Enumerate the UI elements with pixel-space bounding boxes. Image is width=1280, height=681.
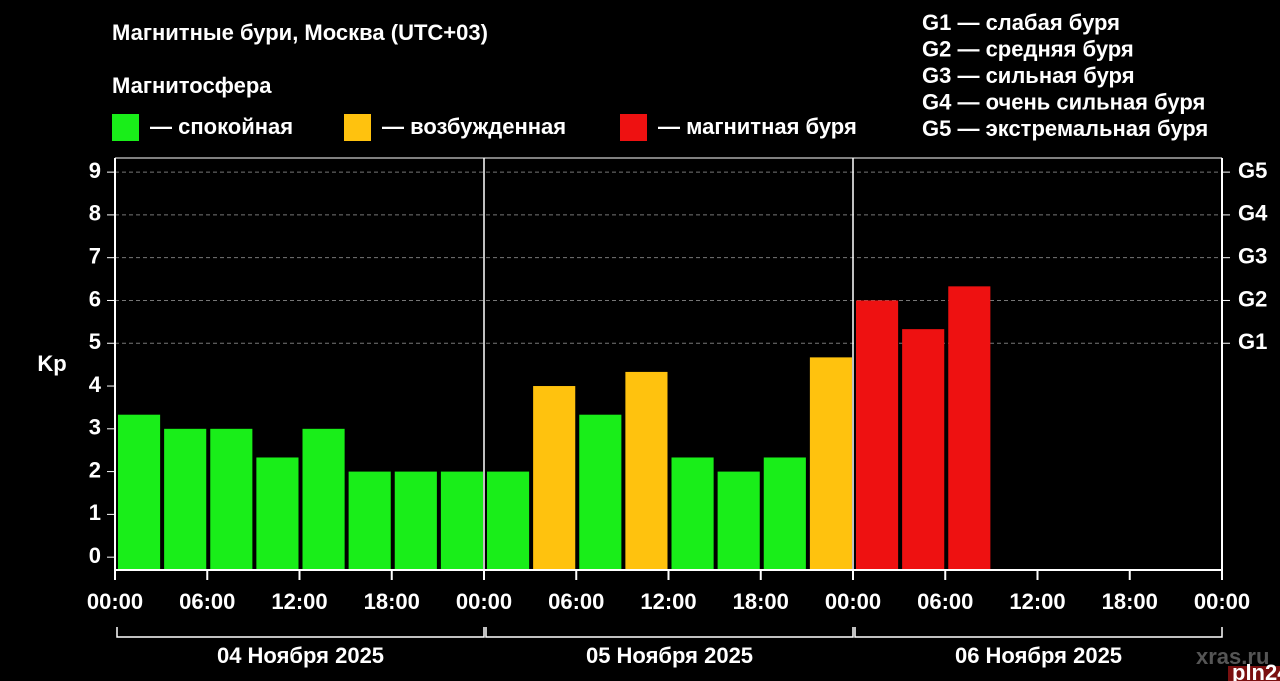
day-bracket bbox=[485, 627, 854, 638]
y2-tick-label: G5 bbox=[1238, 158, 1267, 183]
bar bbox=[487, 471, 530, 570]
watermark: pln24.ru bbox=[1232, 660, 1280, 681]
watermark-bg bbox=[1228, 666, 1280, 681]
y2-tick-label: G4 bbox=[1238, 201, 1268, 226]
day-bracket bbox=[854, 627, 1223, 638]
storm-level: G3 — сильная буря bbox=[922, 63, 1135, 88]
legend-swatch bbox=[112, 114, 139, 141]
y-tick-label: 0 bbox=[89, 543, 101, 568]
x-tick-label: 06:00 bbox=[917, 589, 973, 614]
bar bbox=[348, 471, 391, 570]
y-tick-label: 5 bbox=[89, 329, 101, 354]
bar bbox=[579, 414, 622, 570]
watermark: xras.ru bbox=[1196, 644, 1269, 669]
legend-label: — магнитная буря bbox=[658, 114, 857, 139]
bar bbox=[625, 371, 668, 570]
x-tick-label: 00:00 bbox=[1194, 589, 1250, 614]
storm-level: G4 — очень сильная буря bbox=[922, 89, 1205, 114]
y-tick-label: 8 bbox=[89, 201, 101, 226]
bar bbox=[118, 414, 161, 570]
bar bbox=[902, 329, 945, 570]
bar bbox=[948, 286, 991, 570]
y-tick-label: 9 bbox=[89, 158, 101, 183]
x-tick-label: 18:00 bbox=[364, 589, 420, 614]
y-tick-label: 1 bbox=[89, 500, 101, 525]
x-tick-label: 00:00 bbox=[87, 589, 143, 614]
legend-swatch bbox=[344, 114, 371, 141]
x-tick-label: 18:00 bbox=[733, 589, 789, 614]
x-tick-label: 12:00 bbox=[1009, 589, 1065, 614]
day-label: 06 Ноября 2025 bbox=[955, 643, 1122, 668]
legend-label: — возбужденная bbox=[382, 114, 566, 139]
bar bbox=[717, 471, 760, 570]
storm-level: G5 — экстремальная буря bbox=[922, 116, 1208, 141]
y2-tick-label: G3 bbox=[1238, 243, 1267, 268]
storm-level: G2 — средняя буря bbox=[922, 36, 1134, 61]
bar bbox=[809, 357, 852, 570]
y-tick-label: 4 bbox=[89, 372, 102, 397]
chart-title: Магнитные бури, Москва (UTC+03) bbox=[112, 20, 488, 45]
y2-tick-label: G1 bbox=[1238, 329, 1267, 354]
x-tick-label: 06:00 bbox=[179, 589, 235, 614]
y-tick-label: 7 bbox=[89, 243, 101, 268]
x-tick-label: 06:00 bbox=[548, 589, 604, 614]
bar bbox=[394, 471, 437, 570]
bar bbox=[533, 386, 576, 570]
bar bbox=[856, 300, 899, 570]
day-bracket bbox=[116, 627, 485, 638]
x-tick-label: 12:00 bbox=[640, 589, 696, 614]
x-tick-label: 12:00 bbox=[271, 589, 327, 614]
day-label: 04 Ноября 2025 bbox=[217, 643, 384, 668]
legend-swatch bbox=[620, 114, 647, 141]
bar bbox=[440, 471, 483, 570]
x-tick-label: 00:00 bbox=[456, 589, 512, 614]
bar bbox=[671, 457, 714, 570]
bar bbox=[763, 457, 806, 570]
day-label: 05 Ноября 2025 bbox=[586, 643, 753, 668]
y2-tick-label: G2 bbox=[1238, 286, 1267, 311]
x-tick-label: 00:00 bbox=[825, 589, 881, 614]
bar bbox=[302, 428, 345, 570]
y-tick-label: 3 bbox=[89, 415, 101, 440]
y-tick-label: 2 bbox=[89, 457, 101, 482]
bar bbox=[210, 428, 253, 570]
storm-level: G1 — слабая буря bbox=[922, 10, 1120, 35]
bar bbox=[164, 428, 207, 570]
y-tick-label: 6 bbox=[89, 286, 101, 311]
bar bbox=[256, 457, 299, 570]
y-axis-label: Kp bbox=[37, 351, 66, 376]
x-tick-label: 18:00 bbox=[1102, 589, 1158, 614]
legend-label: — спокойная bbox=[150, 114, 293, 139]
legend-title: Магнитосфера bbox=[112, 73, 272, 98]
